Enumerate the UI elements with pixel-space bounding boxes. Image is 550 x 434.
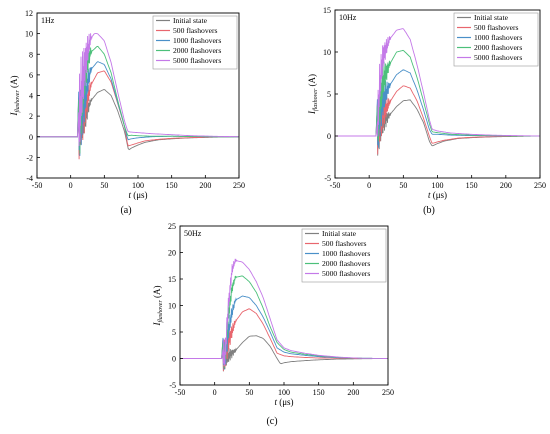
series-line <box>180 275 388 369</box>
legend-label: 1000 flashovers <box>474 33 522 42</box>
x-tick-label: 50 <box>399 181 407 190</box>
x-tick-label: 200 <box>199 181 211 190</box>
x-tick-label: 50 <box>245 388 253 397</box>
y-tick-label: 2 <box>29 112 33 121</box>
series-line <box>180 308 388 372</box>
series-line <box>180 258 388 367</box>
series-line <box>37 61 239 156</box>
x-tick-label: 250 <box>534 181 546 190</box>
legend-label: 5000 flashovers <box>322 269 370 278</box>
x-tick-label: 200 <box>347 388 359 397</box>
x-tick-label: 100 <box>432 181 444 190</box>
y-tick-label: 6 <box>29 71 33 80</box>
legend-label: 2000 flashovers <box>474 43 522 52</box>
x-tick-label: 100 <box>132 181 144 190</box>
x-tick-label: 250 <box>382 388 394 397</box>
panel-caption: (a) <box>120 205 131 216</box>
x-tick-label: -50 <box>330 181 341 190</box>
y-axis-label: Iflashover (A) <box>152 285 164 326</box>
y-tick-label: 12 <box>25 9 33 18</box>
legend-label: Initial state <box>322 229 357 238</box>
legend-label: 1000 flashovers <box>173 36 221 45</box>
x-axis-label: t (μs) <box>128 190 147 200</box>
y-tick-label: 8 <box>29 50 33 59</box>
y-axis-label: Iflashover (A) <box>307 74 319 115</box>
x-tick-label: 150 <box>466 181 478 190</box>
legend-label: 1000 flashovers <box>322 249 370 258</box>
y-tick-label: -5 <box>169 381 176 390</box>
x-tick-label: -50 <box>175 388 186 397</box>
y-axis-label: Iflashover (A) <box>9 75 21 116</box>
legend-label: 500 flashovers <box>173 26 218 35</box>
series-line <box>180 335 388 372</box>
frequency-annotation: 10Hz <box>339 13 357 22</box>
x-tick-label: 0 <box>213 388 217 397</box>
x-tick-label: 200 <box>500 181 512 190</box>
legend-label: 5000 flashovers <box>173 56 221 65</box>
y-tick-label: 0 <box>172 355 176 364</box>
legend-label: 5000 flashovers <box>474 53 522 62</box>
legend-label: 2000 flashovers <box>173 46 221 55</box>
x-tick-label: 0 <box>367 181 371 190</box>
y-tick-label: 15 <box>168 275 176 284</box>
x-tick-label: 50 <box>100 181 108 190</box>
series-line <box>37 89 239 155</box>
y-tick-label: 10 <box>168 302 176 311</box>
x-tick-label: 150 <box>166 181 178 190</box>
y-tick-label: 10 <box>25 30 33 39</box>
legend-label: 500 flashovers <box>474 23 519 32</box>
series-line <box>37 33 239 147</box>
frequency-annotation: 1Hz <box>41 16 55 25</box>
series-line <box>335 99 540 156</box>
x-tick-label: 150 <box>313 388 325 397</box>
x-tick-label: 0 <box>69 181 73 190</box>
legend-label: Initial state <box>173 16 208 25</box>
x-tick-label: -50 <box>32 181 43 190</box>
panel-caption: (c) <box>266 416 277 427</box>
series-line <box>335 28 540 137</box>
legend-label: Initial state <box>474 13 509 22</box>
y-tick-label: 0 <box>29 133 33 142</box>
y-tick-label: -5 <box>324 174 331 183</box>
y-tick-label: 5 <box>327 90 331 99</box>
x-tick-label: 100 <box>278 388 290 397</box>
frequency-annotation: 50Hz <box>184 229 202 238</box>
chart-panel-a: -50 0 50 100 150 200 250 -4 -2 0 2 4 6 8 10 12 t (μs) Ifl… <box>9 9 245 216</box>
y-tick-label: -4 <box>26 174 33 183</box>
y-tick-label: 0 <box>327 132 331 141</box>
y-tick-label: 15 <box>323 6 331 15</box>
y-tick-label: -2 <box>26 153 33 162</box>
x-axis-label: t (μs) <box>428 190 447 200</box>
series-line <box>37 70 239 160</box>
panel-caption: (b) <box>423 205 435 216</box>
y-tick-label: 4 <box>29 92 33 101</box>
x-tick-label: 250 <box>233 181 245 190</box>
y-tick-label: 10 <box>323 48 331 57</box>
y-tick-label: 5 <box>172 328 176 337</box>
legend-label: 500 flashovers <box>322 239 367 248</box>
legend-label: 2000 flashovers <box>322 259 370 268</box>
x-axis-label: t (μs) <box>274 397 293 407</box>
y-tick-label: 25 <box>168 222 176 231</box>
y-tick-label: 20 <box>168 249 176 258</box>
